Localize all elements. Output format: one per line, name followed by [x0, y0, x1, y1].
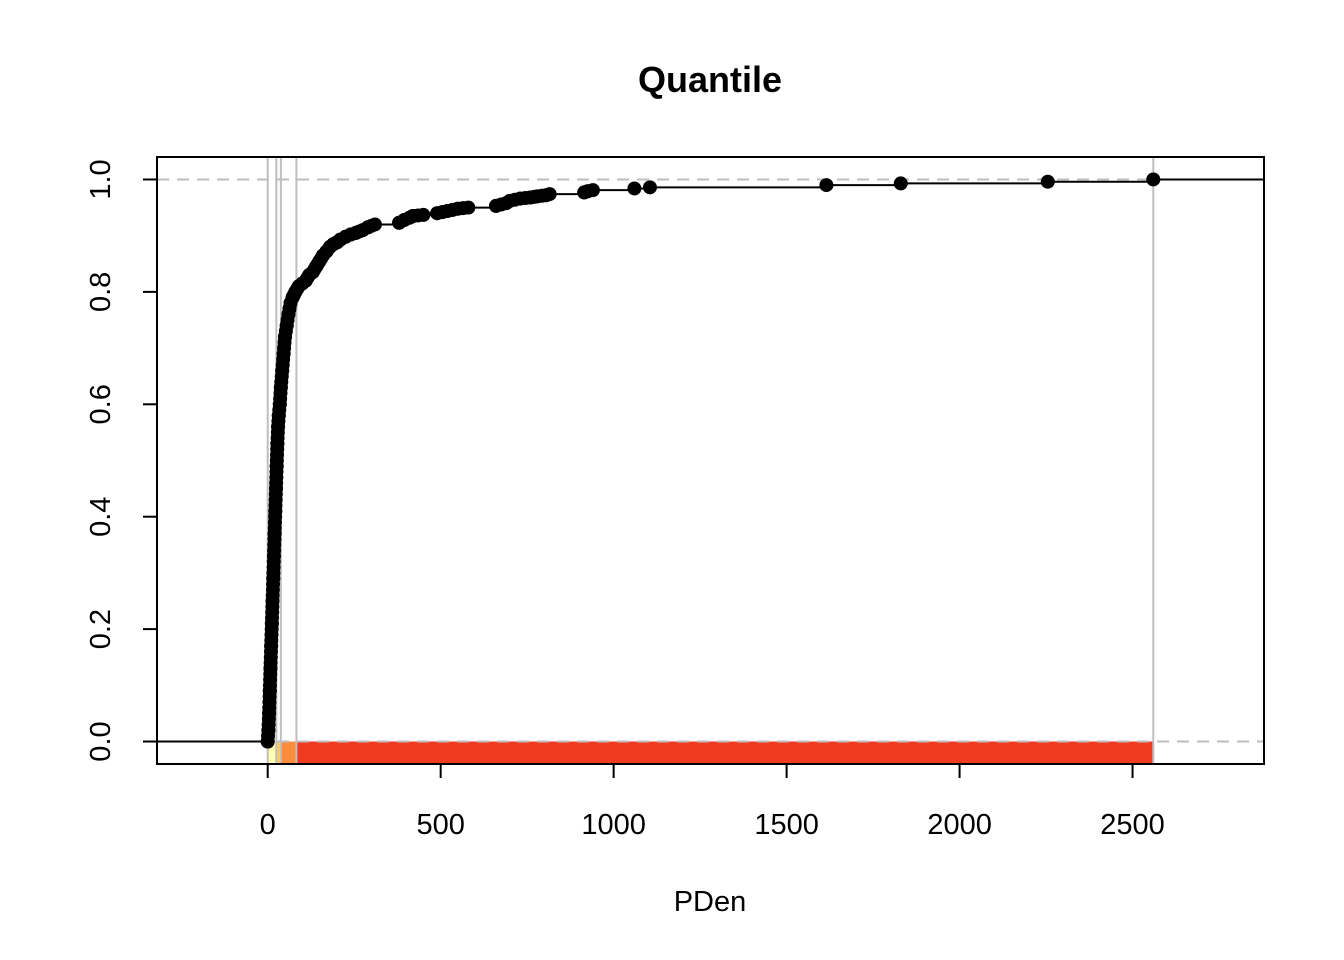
data-point	[627, 181, 642, 196]
data-point	[272, 397, 287, 412]
data-point	[269, 459, 284, 474]
data-point	[1040, 174, 1055, 189]
data-point	[276, 346, 291, 361]
data-point	[269, 481, 284, 496]
x-axis: 0 500 1000 1500 2000 2500	[260, 763, 1165, 841]
y-tick-label: 0.0	[85, 721, 117, 761]
data-point	[267, 526, 282, 541]
data-point	[261, 723, 276, 738]
data-point	[265, 594, 280, 609]
chart-title: Quantile	[638, 59, 782, 100]
y-axis: 0.0 0.2 0.4 0.6 0.8 1.0	[85, 159, 158, 762]
data-point	[266, 549, 281, 564]
plot-area	[157, 157, 1264, 764]
y-tick-label: 1.0	[85, 159, 117, 199]
data-point	[268, 504, 283, 519]
data-point	[262, 706, 277, 721]
data-point	[264, 638, 279, 653]
data-point	[271, 419, 286, 434]
class-interval-band	[296, 741, 1154, 764]
x-tick-label: 500	[416, 809, 464, 841]
data-point	[277, 329, 292, 344]
data-point	[642, 180, 657, 195]
data-point	[893, 176, 908, 191]
x-tick-label: 0	[260, 809, 276, 841]
data-point	[271, 408, 286, 423]
data-point	[275, 363, 290, 378]
data-point	[262, 683, 277, 698]
class-interval-band	[267, 741, 277, 764]
data-point	[279, 318, 294, 333]
y-tick-label: 0.6	[85, 384, 117, 424]
y-tick-label: 0.2	[85, 609, 117, 649]
data-point	[416, 207, 431, 222]
x-tick-label: 2000	[927, 809, 992, 841]
data-point	[405, 209, 420, 224]
data-point	[819, 178, 834, 193]
data-point	[450, 201, 465, 216]
class-interval-band	[276, 741, 281, 764]
data-point	[367, 217, 382, 232]
x-tick-label: 1000	[581, 809, 646, 841]
data-point	[513, 191, 528, 206]
data-point	[263, 661, 278, 676]
data-point	[260, 734, 275, 749]
x-axis-label: PDen	[674, 886, 747, 918]
class-interval-band	[280, 741, 297, 764]
data-point	[1146, 172, 1161, 187]
x-tick-label: 1500	[754, 809, 819, 841]
data-point	[273, 380, 288, 395]
data-point	[461, 200, 476, 215]
y-tick-label: 0.8	[85, 272, 117, 312]
data-point	[270, 436, 285, 451]
data-point	[542, 187, 557, 202]
x-tick-label: 2500	[1100, 809, 1165, 841]
y-tick-label: 0.4	[85, 497, 117, 537]
data-point	[281, 307, 296, 322]
data-point	[585, 183, 600, 198]
data-point	[264, 616, 279, 631]
data-point	[266, 571, 281, 586]
